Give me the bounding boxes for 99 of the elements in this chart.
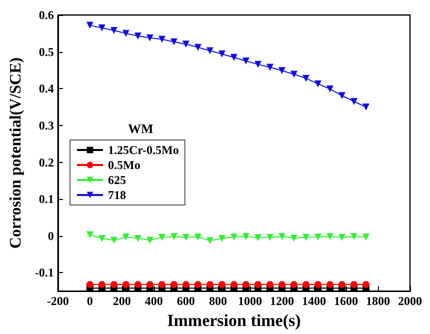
- point: [122, 30, 130, 37]
- point: [254, 234, 262, 242]
- point: [194, 233, 202, 240]
- legend-label: 718: [108, 188, 126, 202]
- y-tick-label: 0.2: [38, 155, 54, 170]
- point: [314, 80, 322, 88]
- point: [290, 70, 298, 78]
- y-tick-label: 0.3: [38, 118, 54, 132]
- point: [158, 280, 166, 288]
- point: [170, 233, 178, 240]
- point: [350, 233, 358, 240]
- point: [218, 234, 226, 242]
- point: [362, 280, 370, 288]
- point: [170, 280, 178, 288]
- point: [230, 54, 238, 61]
- point: [110, 280, 118, 288]
- point: [266, 280, 274, 288]
- point: [158, 36, 166, 43]
- point: [206, 280, 214, 288]
- y-tick-label: 0: [48, 228, 54, 243]
- x-tick-label: 800: [208, 294, 227, 308]
- point: [206, 47, 214, 54]
- point: [350, 280, 358, 288]
- point: [182, 234, 190, 241]
- point: [338, 280, 346, 288]
- point: [302, 280, 310, 288]
- point: [350, 98, 358, 106]
- point: [110, 236, 118, 244]
- point: [182, 280, 190, 288]
- x-tick-label: 1200: [270, 294, 294, 308]
- point: [230, 233, 238, 240]
- point: [230, 280, 238, 288]
- x-tick-label: -200: [46, 294, 69, 308]
- point: [242, 58, 250, 65]
- point: [134, 280, 142, 288]
- point: [98, 234, 106, 242]
- y-tick-label: 0.5: [38, 44, 54, 59]
- point: [194, 44, 202, 51]
- point: [314, 280, 322, 288]
- point: [338, 234, 346, 241]
- x-tick-label: 1400: [302, 294, 326, 308]
- point: [218, 280, 226, 288]
- y-tick-label: 0.6: [38, 8, 54, 22]
- point: [182, 40, 190, 48]
- point: [242, 233, 250, 240]
- point: [242, 280, 250, 288]
- point: [218, 50, 226, 58]
- point: [86, 231, 94, 238]
- x-tick-label: 1800: [366, 294, 390, 308]
- point: [146, 236, 154, 244]
- y-tick-label: 0.4: [38, 82, 54, 96]
- point: [362, 233, 370, 240]
- point: [194, 280, 202, 288]
- y-tick-label: 0.1: [38, 192, 54, 206]
- point: [146, 34, 154, 42]
- point: [362, 104, 370, 111]
- point: [134, 234, 142, 242]
- legend-label: 0.5Mo: [108, 158, 140, 172]
- point: [170, 38, 178, 46]
- x-tick-label: 400: [144, 294, 163, 308]
- point: [278, 233, 286, 240]
- legend-label: 1.25Cr-0.5Mo: [108, 143, 179, 157]
- x-tick-label: 2000: [398, 294, 422, 308]
- point: [146, 280, 154, 288]
- legend-label: 625: [108, 173, 126, 187]
- point: [254, 60, 262, 68]
- y-axis-title: Corrosion potential(V/SCE): [8, 57, 24, 249]
- point: [338, 92, 346, 100]
- point: [278, 280, 286, 288]
- point: [326, 85, 334, 92]
- x-tick-label: 600: [176, 294, 195, 308]
- point: [98, 24, 106, 32]
- point: [266, 234, 274, 241]
- point: [122, 280, 130, 288]
- point: [278, 67, 286, 74]
- x-axis-title: Immersion time(s): [167, 311, 301, 330]
- point: [158, 234, 166, 241]
- point: [86, 280, 94, 288]
- point: [266, 64, 274, 71]
- annotation: WM: [128, 121, 154, 136]
- point: [110, 26, 118, 34]
- point: [326, 280, 334, 288]
- point: [314, 233, 322, 240]
- point: [98, 280, 106, 288]
- point: [254, 280, 262, 288]
- point: [134, 32, 142, 40]
- point: [122, 233, 130, 240]
- x-tick-label: 0: [86, 294, 93, 308]
- point: [290, 234, 298, 242]
- point: [86, 22, 94, 29]
- point: [206, 237, 214, 244]
- point: [302, 234, 310, 241]
- x-tick-label: 200: [112, 294, 131, 308]
- x-tick-label: 1000: [238, 294, 262, 308]
- point: [302, 74, 310, 82]
- x-tick-label: 1600: [334, 294, 358, 308]
- y-tick-label: -0.1: [34, 266, 54, 280]
- point: [326, 233, 334, 240]
- point: [290, 280, 298, 288]
